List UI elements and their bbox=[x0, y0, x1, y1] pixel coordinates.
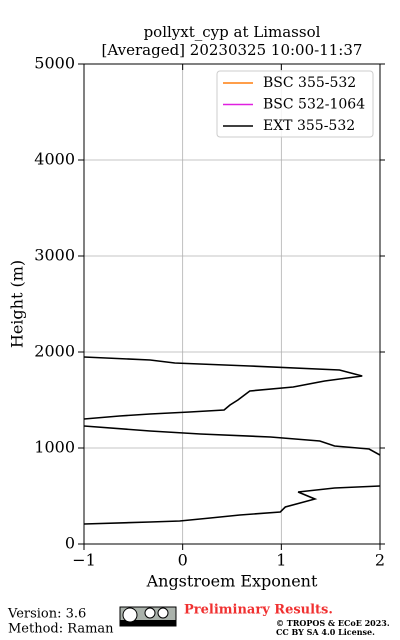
chart-subtitle: [Averaged] 20230325 10:00-11:37 bbox=[102, 41, 363, 59]
y-tick-label: 0 bbox=[65, 534, 75, 553]
copyright: © TROPOS & ECoE 2023. bbox=[276, 618, 390, 628]
y-tick-label: 1000 bbox=[34, 438, 75, 457]
version: Version: 3.6 bbox=[7, 607, 86, 622]
x-axis-label: Angstroem Exponent bbox=[146, 572, 318, 591]
x-tick-label: 0 bbox=[178, 551, 188, 570]
chart-title: pollyxt_cyp at Limassol bbox=[144, 23, 321, 41]
legend-label: BSC 355-532 bbox=[263, 75, 356, 91]
profile-line bbox=[84, 356, 380, 525]
y-tick-label: 2000 bbox=[34, 342, 75, 361]
x-tick-label: 2 bbox=[375, 551, 385, 570]
y-tick-label: 4000 bbox=[34, 150, 75, 169]
license: CC BY SA 4.0 License. bbox=[276, 627, 375, 637]
legend-label: EXT 355-532 bbox=[263, 118, 355, 134]
plot-frame bbox=[83, 63, 381, 545]
method: Method: Raman bbox=[8, 622, 114, 637]
legend-label: BSC 532-1064 bbox=[263, 97, 365, 113]
status-line: Preliminary Results. bbox=[184, 603, 333, 618]
legend-box bbox=[216, 70, 374, 138]
x-tick-label: 1 bbox=[276, 551, 286, 570]
y-axis-label: Height (m) bbox=[8, 260, 27, 348]
x-tick-label: −1 bbox=[72, 551, 96, 570]
y-tick-label: 5000 bbox=[34, 54, 75, 73]
cc-logo bbox=[119, 606, 177, 627]
y-tick-label: 3000 bbox=[34, 246, 75, 265]
